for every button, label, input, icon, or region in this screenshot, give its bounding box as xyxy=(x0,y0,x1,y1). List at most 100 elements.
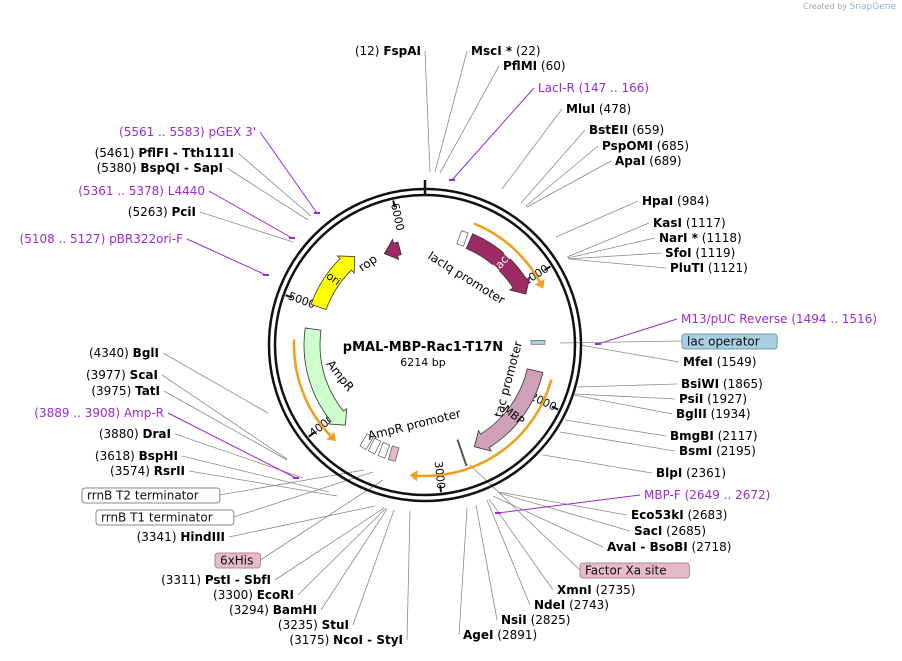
enzyme-leader xyxy=(458,507,468,636)
enzyme-position: (2735) xyxy=(592,583,636,597)
primer-leader xyxy=(497,494,641,514)
enzyme-site-bglii[interactable]: BglII (1934) xyxy=(676,407,751,421)
enzyme-name: KasI xyxy=(653,216,682,230)
enzyme-site-avai-bsobi[interactable]: AvaI - BsoBI (2718) xyxy=(607,540,731,554)
enzyme-leader xyxy=(498,491,628,516)
snapgene-brand: SnapGene xyxy=(849,2,896,12)
enzyme-site-pflfi-tth111i[interactable]: (5461) PflFI - Tth111I xyxy=(95,146,234,160)
enzyme-label: (12) FspAI xyxy=(355,44,421,58)
feature-box-lac-operator[interactable]: lac operator xyxy=(681,333,778,350)
enzyme-label: BsiWI (1865) xyxy=(681,377,763,391)
enzyme-site-ndei[interactable]: NdeI (2743) xyxy=(534,598,609,612)
feature-box-6xhis[interactable]: 6xHis xyxy=(214,552,261,569)
enzyme-position: (12) xyxy=(355,44,383,58)
enzyme-site-xmni[interactable]: XmnI (2735) xyxy=(557,583,635,597)
enzyme-name: DraI xyxy=(143,427,171,441)
enzyme-site-hpai[interactable]: HpaI (984) xyxy=(642,194,709,208)
enzyme-site-pspomi[interactable]: PspOMI (685) xyxy=(602,139,689,153)
tick-mark-6000 xyxy=(392,200,396,208)
primer-m13-puc-reverse[interactable]: M13/pUC Reverse (1494 .. 1516) xyxy=(681,312,877,326)
orf-arc-lacI xyxy=(473,222,545,289)
primer-l4440[interactable]: (5361 .. 5378) L4440 xyxy=(78,184,205,198)
enzyme-site-bgli[interactable]: (4340) BglI xyxy=(89,346,159,360)
feature-box-label: rrnB T1 terminator xyxy=(101,511,213,525)
enzyme-site-tati[interactable]: (3975) TatI xyxy=(91,384,160,398)
enzyme-site-eco53ki[interactable]: Eco53kI (2683) xyxy=(631,508,727,522)
enzyme-label: BlpI (2361) xyxy=(656,466,726,480)
enzyme-label: PsiI (1927) xyxy=(679,392,747,406)
enzyme-site-msci[interactable]: MscI * (22) xyxy=(471,44,541,58)
enzyme-site-sfoi[interactable]: SfoI (1119) xyxy=(665,246,735,260)
enzyme-site-ecori[interactable]: (3300) EcoRI xyxy=(213,588,294,602)
primer-name: Amp-R xyxy=(124,406,164,420)
enzyme-site-nari[interactable]: NarI * (1118) xyxy=(659,231,742,245)
enzyme-site-blpi[interactable]: BlpI (2361) xyxy=(656,466,726,480)
enzyme-site-nsii[interactable]: NsiI (2825) xyxy=(501,613,570,627)
feature-box-rrnb-t2-terminator[interactable]: rrnB T2 terminator xyxy=(81,487,221,504)
enzyme-leader xyxy=(498,492,631,532)
enzyme-site-saci[interactable]: SacI (2685) xyxy=(634,524,706,538)
enzyme-label: AvaI - BsoBI (2718) xyxy=(607,540,731,554)
enzyme-label: XmnI (2735) xyxy=(557,583,635,597)
enzyme-site-rsrii[interactable]: (3574) RsrII xyxy=(110,464,185,478)
enzyme-leader xyxy=(526,160,612,208)
primer-pbr322ori-f[interactable]: (5108 .. 5127) pBR322ori-F xyxy=(20,232,184,246)
enzyme-site-bsmi[interactable]: BsmI (2195) xyxy=(679,444,756,458)
enzyme-leader xyxy=(564,419,667,437)
enzyme-site-apai[interactable]: ApaI (689) xyxy=(615,154,682,168)
enzyme-site-psii[interactable]: PsiI (1927) xyxy=(679,392,747,406)
enzyme-site-bsphi[interactable]: (3618) BspHI xyxy=(95,449,178,463)
enzyme-position: (2891) xyxy=(493,628,537,642)
primer-amp-r[interactable]: (3889 .. 3908) Amp-R xyxy=(34,406,164,420)
enzyme-site-hindiii[interactable]: (3341) HindIII xyxy=(137,530,225,544)
primer-mbp-f[interactable]: MBP-F (2649 .. 2672) xyxy=(644,488,770,502)
enzyme-leader xyxy=(488,498,554,591)
feature-box-label: lac operator xyxy=(687,335,760,349)
enzyme-label: SfoI (1119) xyxy=(665,246,735,260)
enzyme-site-kasi[interactable]: KasI (1117) xyxy=(653,216,726,230)
enzyme-site-pluti[interactable]: PluTI (1121) xyxy=(670,261,748,275)
enzyme-site-mfei[interactable]: MfeI (1549) xyxy=(683,355,756,369)
enzyme-leader xyxy=(163,390,288,461)
enzyme-name: MluI xyxy=(566,102,595,116)
enzyme-position: (3294) xyxy=(229,603,273,617)
enzyme-site-stui[interactable]: (3235) StuI xyxy=(278,618,349,632)
enzyme-position: (2685) xyxy=(662,524,706,538)
enzyme-site-drai[interactable]: (3880) DraI xyxy=(99,427,171,441)
enzyme-site-mlui[interactable]: MluI (478) xyxy=(566,102,631,116)
enzyme-leader xyxy=(439,65,500,174)
enzyme-position: (5263) xyxy=(128,205,172,219)
enzyme-position: (689) xyxy=(645,154,681,168)
feature-box-rrnb-t1-terminator[interactable]: rrnB T1 terminator xyxy=(95,509,235,526)
enzyme-site-bsiwi[interactable]: BsiWI (1865) xyxy=(681,377,763,391)
enzyme-site-pcii[interactable]: (5263) PciI xyxy=(128,205,196,219)
enzyme-label: (4340) BglI xyxy=(89,346,159,360)
primer-pgex-3[interactable]: (5561 .. 5583) pGEX 3' xyxy=(119,125,256,139)
enzyme-site-bsteii[interactable]: BstEII (659) xyxy=(589,123,664,137)
enzyme-leader xyxy=(320,508,388,611)
enzyme-name: PciI xyxy=(172,205,197,219)
enzyme-site-psti-sbfi[interactable]: (3311) PstI - SbfI xyxy=(161,573,271,587)
enzyme-site-ncoi-styi[interactable]: (3175) NcoI - StyI xyxy=(289,633,403,647)
enzyme-site-agei[interactable]: AgeI (2891) xyxy=(463,628,537,642)
enzyme-leader xyxy=(274,507,385,581)
enzyme-site-pflmi[interactable]: PflMI (60) xyxy=(503,59,566,73)
primer-laci-r[interactable]: LacI-R (147 .. 166) xyxy=(538,81,649,95)
6xHis-glyph xyxy=(388,445,400,462)
enzyme-site-bmgbi[interactable]: BmgBI (2117) xyxy=(670,429,758,443)
enzyme-position: (2195) xyxy=(712,444,756,458)
enzyme-name: PflFI - Tth111I xyxy=(138,146,234,160)
enzyme-position: (1927) xyxy=(703,392,747,406)
enzyme-site-bspqi-sapi[interactable]: (5380) BspQI - SapI xyxy=(97,161,223,175)
plasmid-name: pMAL-MBP-Rac1-T17N xyxy=(343,340,503,355)
enzyme-site-bamhi[interactable]: (3294) BamHI xyxy=(229,603,317,617)
enzyme-position: (1117) xyxy=(682,216,726,230)
tick-mark-1000 xyxy=(543,265,551,271)
enzyme-label: NdeI (2743) xyxy=(534,598,609,612)
enzyme-site-scai[interactable]: (3977) ScaI xyxy=(86,368,158,382)
enzyme-position: (1121) xyxy=(704,261,748,275)
enzyme-site-fspai[interactable]: (12) FspAI xyxy=(355,44,421,58)
feature-box-factor-xa-site[interactable]: Factor Xa site xyxy=(579,562,690,579)
primer-name: LacI-R xyxy=(538,81,575,95)
enzyme-leader xyxy=(555,200,639,238)
